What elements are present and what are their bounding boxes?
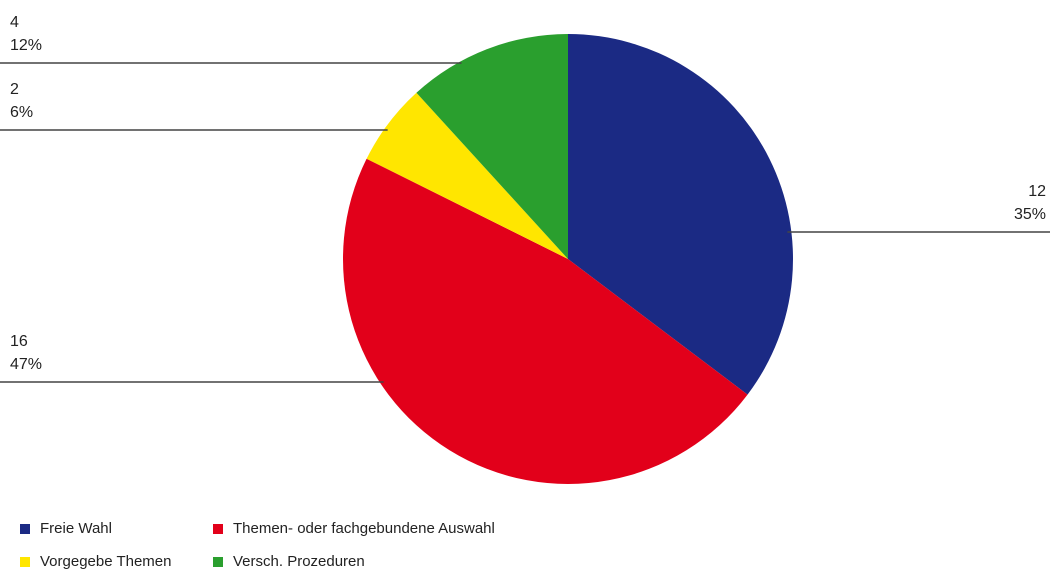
- value-label: 4: [10, 14, 19, 31]
- legend-swatch: [213, 524, 223, 534]
- slice-label: 26%: [0, 81, 388, 131]
- legend-label: Freie Wahl: [40, 520, 112, 537]
- pie-slice: [568, 34, 793, 395]
- pie-slice: [416, 34, 568, 259]
- percent-label: 6%: [10, 104, 33, 121]
- legend-swatch: [20, 557, 30, 567]
- percent-label: 35%: [1014, 206, 1046, 223]
- legend-swatch: [213, 557, 223, 567]
- legend-label: Themen- oder fachgebundene Auswahl: [233, 520, 495, 537]
- value-label: 16: [10, 333, 28, 350]
- legend-swatch: [20, 524, 30, 534]
- pie-slice: [366, 92, 568, 259]
- percent-label: 12%: [10, 37, 42, 54]
- value-label: 2: [10, 81, 19, 98]
- value-label: 12: [1028, 183, 1046, 200]
- percent-label: 47%: [10, 356, 42, 373]
- pie-slice: [342, 158, 748, 485]
- legend-label: Vorgegebe Themen: [40, 553, 172, 570]
- legend-label: Versch. Prozeduren: [233, 553, 365, 570]
- slice-label: 412%: [0, 14, 462, 64]
